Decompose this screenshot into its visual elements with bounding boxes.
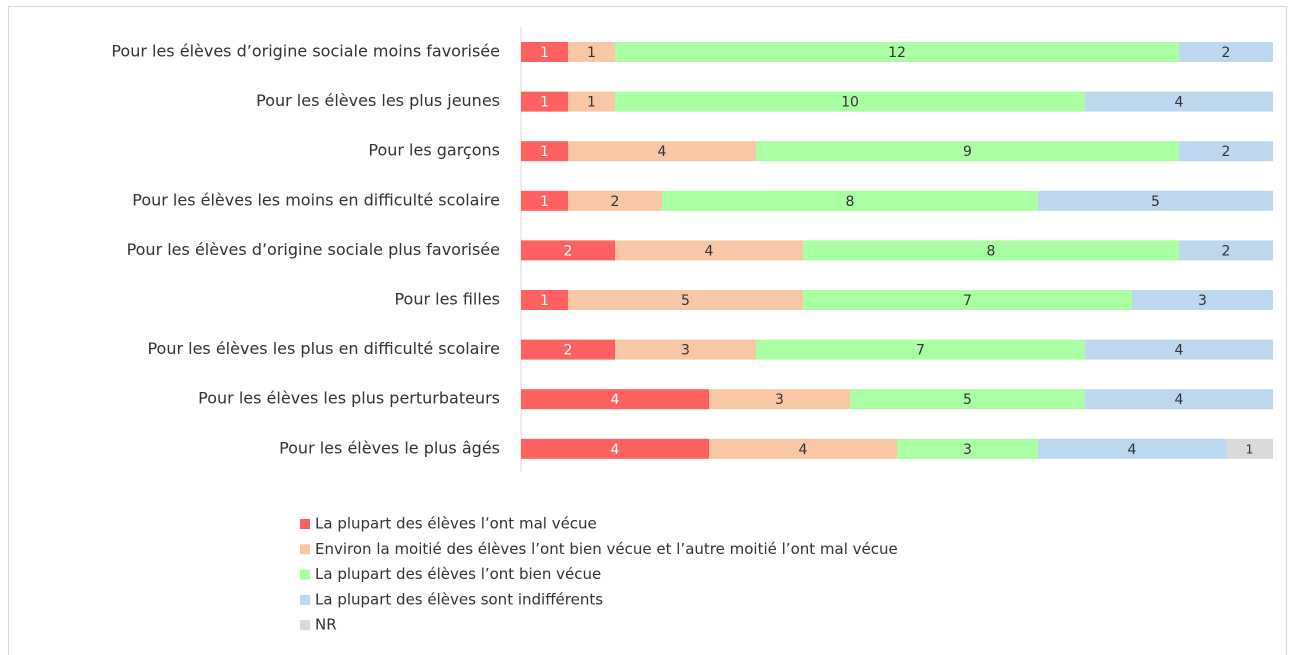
legend-label: La plupart des élèves l’ont mal vécue: [315, 515, 597, 533]
data-label: 3: [963, 442, 972, 458]
bar-segment: [1179, 240, 1273, 261]
data-label: 4: [1128, 442, 1137, 458]
data-label: 9: [963, 144, 972, 160]
bar-segment: [1085, 339, 1273, 360]
data-label: 5: [1151, 194, 1160, 210]
data-label: 4: [1175, 343, 1184, 359]
bar-segment: [1179, 141, 1273, 162]
data-label: 3: [1198, 293, 1207, 309]
data-label: 4: [1175, 392, 1184, 408]
data-label: 4: [611, 392, 620, 408]
legend-swatch: [300, 519, 310, 529]
bar-segment: [615, 240, 803, 261]
bar-segment: [521, 42, 568, 62]
data-label: 2: [564, 343, 573, 359]
data-label: 1: [540, 45, 549, 61]
data-label: 5: [963, 392, 972, 408]
bar-segment: [521, 389, 709, 410]
category-label: Pour les élèves les moins en difficulté …: [132, 190, 500, 209]
category-label: Pour les élèves d’origine sociale moins …: [111, 42, 500, 61]
legend-swatch: [300, 544, 310, 555]
bar-segment: [521, 339, 615, 360]
bar-segment: [568, 141, 756, 162]
data-label: 2: [1222, 45, 1231, 61]
category-label: Pour les élèves les plus jeunes: [256, 91, 500, 110]
bar-segment: [1226, 438, 1273, 459]
bar-segment: [521, 141, 568, 162]
data-label: 1: [540, 194, 549, 210]
data-label: 4: [705, 243, 714, 259]
bar-segment: [1038, 190, 1273, 211]
data-label: 12: [888, 45, 906, 61]
data-label: 4: [799, 442, 808, 458]
bar-segment: [1038, 438, 1226, 459]
legend-swatch: [300, 569, 310, 580]
bar-segment: [568, 91, 615, 112]
data-label: 4: [1175, 95, 1184, 111]
bar-segment: [803, 290, 1132, 310]
bar-segment: [568, 290, 803, 310]
legend-swatch: [300, 620, 310, 631]
legend-label: La plupart des élèves sont indifférents: [315, 590, 603, 608]
data-label: 5: [681, 293, 690, 309]
bar-segment: [521, 190, 568, 211]
legend-label: La plupart des élèves l’ont bien vécue: [315, 565, 601, 583]
data-label: 4: [658, 144, 667, 160]
bar-segment: [615, 91, 1085, 112]
legend-label: Environ la moitié des élèves l’ont bien …: [315, 540, 898, 558]
data-label: 2: [1222, 243, 1231, 259]
data-label: 3: [681, 343, 690, 359]
bar-segment: [521, 240, 615, 261]
data-label: 3: [775, 392, 784, 408]
category-label: Pour les filles: [394, 290, 500, 309]
bar-segment: [521, 290, 568, 310]
bar-segment: [662, 190, 1038, 211]
bar-segment: [897, 438, 1038, 459]
data-label: 7: [963, 293, 972, 309]
data-label: 1: [1246, 442, 1254, 456]
data-label: 7: [916, 343, 925, 359]
data-label: 1: [540, 293, 549, 309]
bar-segment: [709, 389, 850, 410]
category-label: Pour les élèves le plus âgés: [279, 438, 500, 457]
bar-segment: [709, 438, 897, 459]
data-label: 2: [611, 194, 620, 210]
bar-segment: [568, 190, 662, 211]
chart-border: [8, 6, 1287, 655]
data-label: 1: [540, 144, 549, 160]
bar-segment: [756, 141, 1179, 162]
bar-segment: [615, 339, 756, 360]
bar-segment: [850, 389, 1085, 410]
category-label: Pour les garçons: [368, 141, 500, 160]
data-label: 2: [1222, 144, 1231, 160]
data-label: 8: [846, 194, 855, 210]
bar-segment: [803, 240, 1179, 261]
data-label: 10: [841, 95, 859, 111]
bar-segment: [1179, 42, 1273, 62]
bar-segment: [521, 438, 709, 459]
bar-segment: [1132, 290, 1273, 310]
data-label: 1: [540, 95, 549, 111]
bar-segment: [615, 42, 1179, 62]
category-label: Pour les élèves les plus en difficulté s…: [147, 339, 500, 358]
data-label: 1: [587, 95, 596, 111]
legend-label: NR: [315, 616, 337, 634]
bar-segment: [756, 339, 1085, 360]
category-label: Pour les élèves les plus perturbateurs: [198, 389, 500, 408]
data-label: 1: [587, 45, 596, 61]
data-label: 2: [564, 243, 573, 259]
bar-segment: [1085, 389, 1273, 410]
bar-segment: [1085, 91, 1273, 112]
data-label: 4: [611, 442, 620, 458]
data-label: 8: [987, 243, 996, 259]
bar-segment: [521, 91, 568, 112]
bar-segment: [568, 42, 615, 62]
legend-swatch: [300, 594, 310, 605]
category-label: Pour les élèves d’origine sociale plus f…: [127, 240, 500, 259]
